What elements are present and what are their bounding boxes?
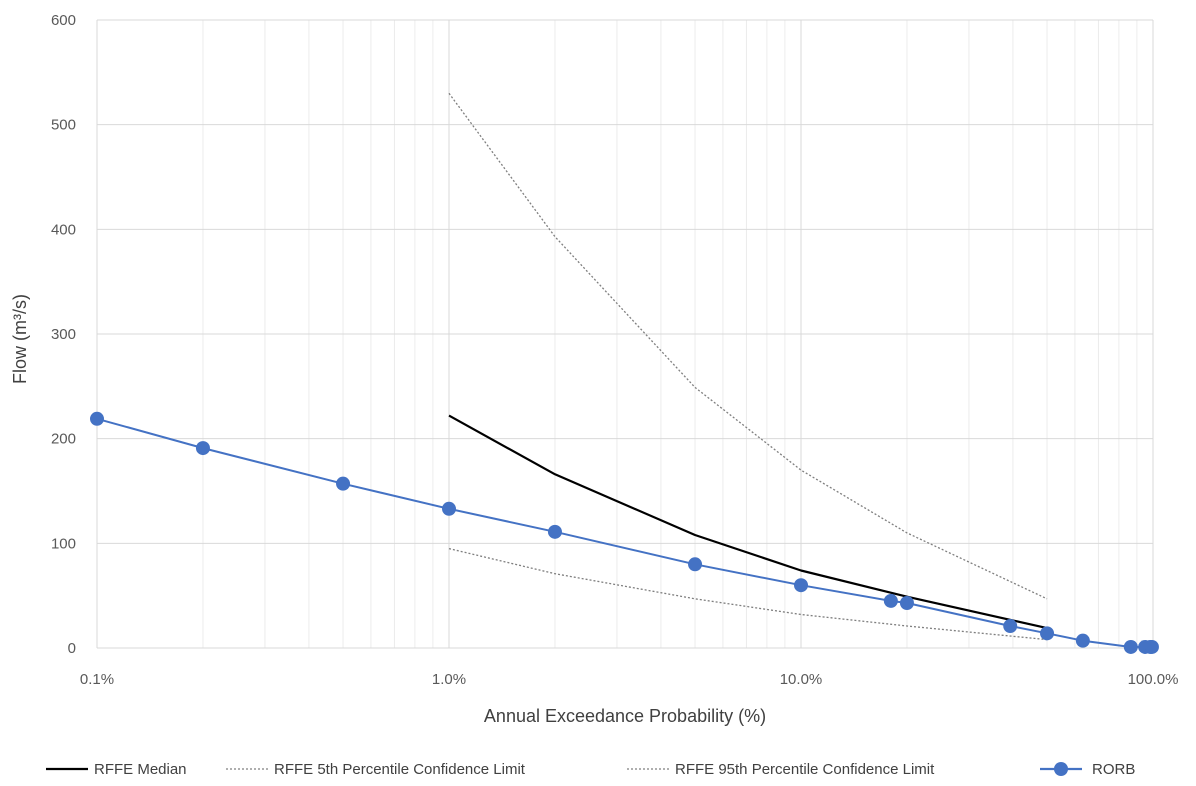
y-tick-label: 300 — [51, 326, 76, 343]
y-tick-label: 0 — [68, 640, 76, 657]
y-axis-tick-labels: 0 100 200 300 400 500 600 — [51, 12, 76, 657]
y-tick-label: 500 — [51, 117, 76, 134]
y-axis-title: Flow (m³/s) — [10, 294, 30, 384]
rorb-data-point — [794, 578, 808, 593]
y-tick-label: 600 — [51, 12, 76, 29]
rorb-data-point — [90, 411, 104, 426]
rorb-data-point — [1040, 626, 1055, 641]
data-series — [90, 92, 1159, 654]
x-tick-label: 1.0% — [432, 671, 466, 688]
series-line-rffe-95th-percentile-confidence-limit — [448, 92, 1048, 600]
gridlines — [96, 19, 1154, 649]
series-line-rffe-5th-percentile-confidence-limit — [448, 547, 1048, 641]
rorb-data-point — [547, 524, 562, 539]
x-tick-label: 10.0% — [780, 671, 823, 688]
y-tick-label: 400 — [51, 221, 76, 238]
legend-label-rffe-95th-percentile-confidence-limit: RFFE 95th Percentile Confidence Limit — [675, 761, 935, 778]
y-tick-label: 100 — [51, 535, 76, 552]
rorb-data-point — [899, 595, 914, 610]
rorb-data-point — [336, 476, 351, 491]
x-axis-tick-labels: 0.1% 1.0% 10.0% 100.0% — [80, 671, 1179, 688]
x-tick-label: 0.1% — [80, 671, 114, 688]
legend-label-rorb: RORB — [1092, 761, 1135, 778]
legend-label-rffe-5th-percentile-confidence-limit: RFFE 5th Percentile Confidence Limit — [274, 761, 526, 778]
rorb-data-point — [195, 441, 210, 456]
legend: RFFE Median RFFE 5th Percentile Confidenc… — [46, 761, 1135, 778]
rorb-data-point — [883, 593, 898, 608]
legend-label-rffe-median: RFFE Median — [94, 761, 187, 778]
rorb-data-point — [1123, 639, 1138, 654]
rorb-data-point — [688, 557, 703, 572]
series-line-rorb — [96, 417, 1152, 648]
x-tick-label: 100.0% — [1128, 671, 1179, 688]
rorb-data-point — [1003, 619, 1018, 634]
rorb-data-point — [1075, 633, 1090, 648]
legend-marker-rorb — [1054, 762, 1068, 776]
rorb-data-point — [442, 501, 456, 516]
y-tick-label: 200 — [51, 431, 76, 448]
x-axis-title: Annual Exceedance Probability (%) — [484, 706, 766, 726]
series-line-rffe-median — [448, 414, 1048, 630]
rorb-data-point — [1144, 639, 1159, 654]
